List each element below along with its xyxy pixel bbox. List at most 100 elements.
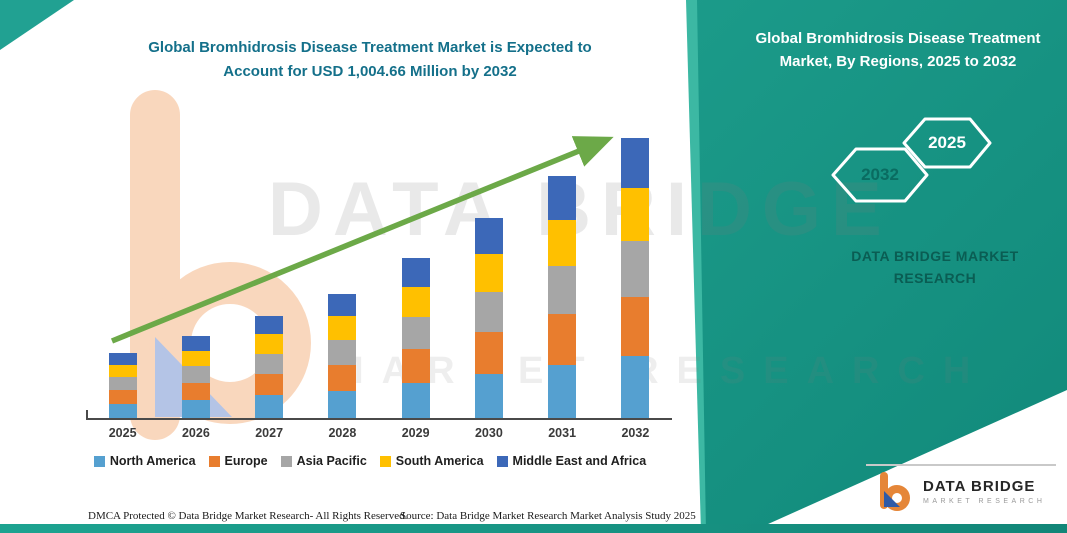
bar-segment [621,188,650,242]
legend-swatch [379,455,391,467]
stacked-bar-2025 [108,353,137,418]
bar-segment [548,314,577,365]
bar-segment [548,176,577,220]
legend-item: North America [93,454,196,468]
bar-segment [548,219,577,266]
hexagon-outline-icon [902,117,992,169]
stacked-bar-2028 [328,294,357,418]
bar-segment [108,377,137,391]
bar-segment [328,364,357,391]
bar-segment [181,350,210,367]
bar-segment [328,340,357,365]
y-axis-stub [86,410,88,418]
bar-segment [328,294,357,317]
bar-segment [181,382,210,400]
page-title: Global Bromhidrosis Disease Treatment Ma… [60,36,680,84]
x-axis-label: 2030 [474,426,503,440]
brand-logo-text: DATA BRIDGE MARKET RESEARCH [923,478,1045,505]
stacked-bar-2026 [181,335,210,418]
bar-segment [401,317,430,350]
page-title-line2: Account for USD 1,004.66 Million by 2032 [223,63,517,80]
bar-segment [401,382,430,418]
side-panel-title: Global Bromhidrosis Disease Treatment Ma… [755,30,1041,70]
bar-segment [474,217,503,254]
bottom-teal-strip [0,524,1067,533]
x-axis-label: 2028 [328,426,357,440]
bar-segment [474,253,503,292]
hexagon-2025-label: 2025 [928,133,966,152]
bar-segment [108,353,137,365]
x-axis-label: 2027 [255,426,284,440]
panel-brand-text: DATA BRIDGE MARKET RESEARCH [800,246,1067,289]
source-note: Source: Data Bridge Market Research Mark… [400,510,696,522]
bar-segment [255,395,284,418]
bar-segment [181,335,210,351]
legend-swatch [280,455,292,467]
bar-segment [548,265,577,315]
bar-segment [328,316,357,341]
bar-segment [474,291,503,332]
watermark-text-line2: MARKET RESEARCH [332,350,989,392]
bar-segment [401,258,430,287]
stacked-bar-2027 [255,315,284,418]
brand-logo-icon [880,472,910,511]
chart-plot-area [86,128,672,420]
legend-item: Middle East and Africa [496,454,647,468]
bar-segment [621,356,650,418]
bar-segment [621,241,650,298]
x-axis-labels: 2025 2026 2027 2028 2029 2030 2031 2032 [86,426,672,440]
bar-segment [181,366,210,383]
bar-plot [86,128,672,418]
stacked-bar-2031 [548,176,577,418]
bar-segment [621,297,650,357]
stacked-bar-2032 [621,138,650,418]
bar-segment [474,374,503,418]
bar-segment [108,403,137,418]
x-axis-label: 2032 [621,426,650,440]
bar-segment [255,353,284,374]
hexagon-2032: 2032 [830,146,930,204]
bar-segment [401,349,430,383]
x-axis-label: 2025 [108,426,137,440]
bar-segment [255,315,284,335]
x-axis-label: 2026 [181,426,210,440]
page-title-line1: Global Bromhidrosis Disease Treatment Ma… [148,39,592,56]
legend-label: Europe [224,454,268,468]
brand-logo-name: DATA BRIDGE [923,477,1036,495]
bar-segment [474,331,503,374]
logo-divider [866,464,1056,466]
legend-swatch [208,455,220,467]
bar-segment [401,286,430,318]
hexagon-2032-label: 2032 [861,165,899,184]
legend-swatch [93,455,105,467]
hexagon-outline-icon [831,147,929,203]
legend-swatch [496,455,508,467]
bar-segment [108,390,137,404]
bar-segment [181,399,210,418]
bar-segment [255,373,284,396]
hexagon-2025: 2025 [901,116,993,170]
legend-label: North America [109,454,196,468]
bar-segment [548,364,577,418]
x-axis-label: 2031 [548,426,577,440]
legend: North America Europe Asia Pacific South Ame… [50,454,690,468]
stacked-bar-2029 [401,258,430,418]
legend-item: Asia Pacific [280,454,367,468]
bar-segment [255,334,284,354]
stacked-bar-2030 [474,217,503,418]
brand-logo: DATA BRIDGE MARKET RESEARCH [872,470,1045,512]
bar-segment [621,138,650,189]
legend-item: Europe [208,454,268,468]
legend-label: South America [395,454,484,468]
panel-brand-line1: DATA BRIDGE MARKET [851,248,1019,264]
legend-item: South America [379,454,484,468]
legend-label: Asia Pacific [296,454,367,468]
bar-segment [328,390,357,418]
x-axis-label: 2029 [401,426,430,440]
brand-logo-tagline: MARKET RESEARCH [923,497,1046,505]
bar-segment [108,364,137,378]
dmca-notice: DMCA Protected © Data Bridge Market Rese… [88,510,408,522]
panel-brand-line2: RESEARCH [893,269,977,286]
legend-label: Middle East and Africa [512,454,647,468]
